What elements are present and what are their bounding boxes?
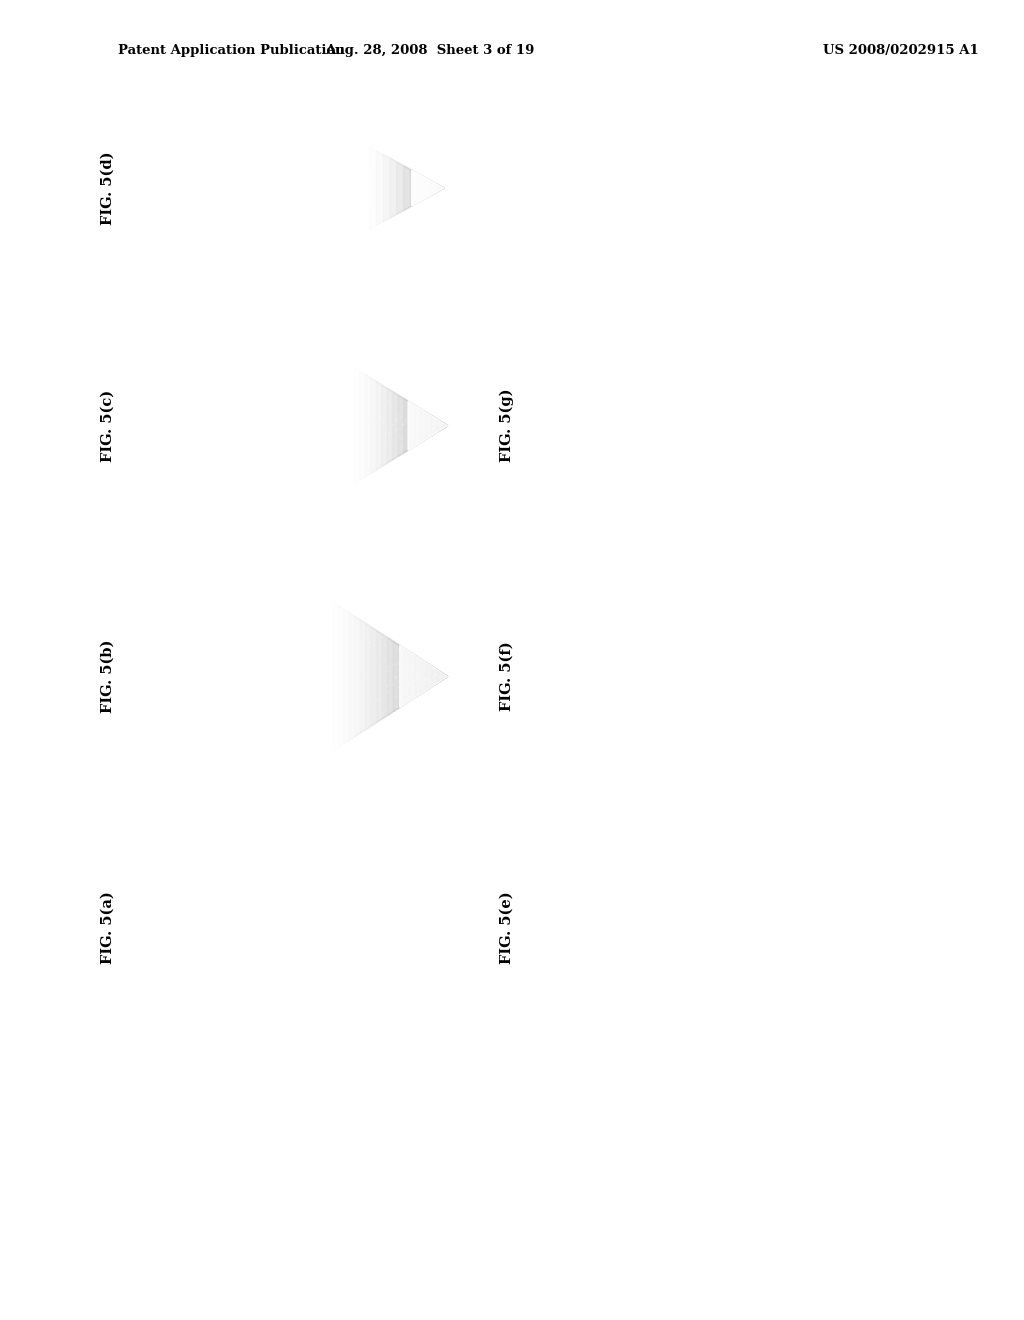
Text: FIG. 5(b): FIG. 5(b)	[100, 640, 115, 713]
Polygon shape	[376, 381, 447, 470]
Polygon shape	[360, 620, 447, 733]
Polygon shape	[415, 405, 447, 446]
Text: FIG. 5(a): FIG. 5(a)	[100, 891, 115, 964]
Polygon shape	[393, 642, 447, 711]
Polygon shape	[442, 422, 447, 429]
Polygon shape	[355, 616, 447, 737]
Polygon shape	[371, 378, 447, 474]
Polygon shape	[410, 652, 447, 701]
Polygon shape	[421, 659, 447, 694]
Polygon shape	[403, 165, 444, 211]
Polygon shape	[412, 170, 444, 206]
Polygon shape	[408, 882, 432, 900]
Polygon shape	[359, 371, 447, 480]
Text: FIG. 5(e): FIG. 5(e)	[500, 891, 514, 964]
Polygon shape	[328, 599, 447, 754]
Polygon shape	[398, 644, 447, 709]
Polygon shape	[382, 385, 447, 467]
Polygon shape	[411, 169, 444, 207]
Ellipse shape	[803, 636, 835, 718]
Polygon shape	[420, 409, 447, 442]
Polygon shape	[431, 181, 444, 195]
Polygon shape	[409, 401, 447, 450]
Polygon shape	[354, 368, 447, 483]
Text: FIG. 5(f): FIG. 5(f)	[500, 642, 514, 711]
Text: US 2008/0202915 A1: US 2008/0202915 A1	[823, 44, 979, 57]
Polygon shape	[377, 631, 447, 722]
Polygon shape	[372, 627, 447, 726]
Polygon shape	[333, 602, 447, 751]
Polygon shape	[415, 655, 447, 698]
Polygon shape	[437, 669, 447, 684]
Polygon shape	[388, 638, 447, 715]
Polygon shape	[366, 375, 447, 477]
Text: Aug. 28, 2008  Sheet 3 of 19: Aug. 28, 2008 Sheet 3 of 19	[326, 44, 535, 57]
Text: FIG. 5(d): FIG. 5(d)	[100, 152, 115, 224]
Polygon shape	[431, 416, 447, 436]
Polygon shape	[370, 147, 444, 230]
Polygon shape	[344, 610, 447, 743]
Polygon shape	[399, 645, 447, 708]
Polygon shape	[272, 882, 298, 900]
Polygon shape	[362, 143, 444, 234]
Polygon shape	[426, 412, 447, 440]
Text: FIG. 5(g): FIG. 5(g)	[500, 389, 514, 462]
Polygon shape	[417, 173, 444, 203]
Polygon shape	[383, 154, 444, 222]
Polygon shape	[387, 388, 447, 463]
Polygon shape	[410, 401, 447, 450]
Polygon shape	[436, 418, 447, 433]
Polygon shape	[403, 399, 447, 453]
Polygon shape	[404, 648, 447, 705]
Text: FIG. 5(c): FIG. 5(c)	[100, 389, 115, 462]
Polygon shape	[382, 634, 447, 719]
Polygon shape	[437, 185, 444, 191]
Polygon shape	[769, 899, 840, 956]
Polygon shape	[349, 612, 447, 741]
Polygon shape	[339, 606, 447, 747]
Polygon shape	[442, 673, 447, 680]
Polygon shape	[377, 150, 444, 226]
Polygon shape	[393, 392, 447, 459]
Polygon shape	[398, 395, 447, 457]
Polygon shape	[424, 177, 444, 199]
Text: Patent Application Publication: Patent Application Publication	[118, 44, 344, 57]
Polygon shape	[426, 663, 447, 690]
Polygon shape	[349, 364, 447, 487]
Polygon shape	[390, 158, 444, 218]
Polygon shape	[396, 162, 444, 214]
Polygon shape	[366, 623, 447, 730]
Polygon shape	[431, 665, 447, 688]
